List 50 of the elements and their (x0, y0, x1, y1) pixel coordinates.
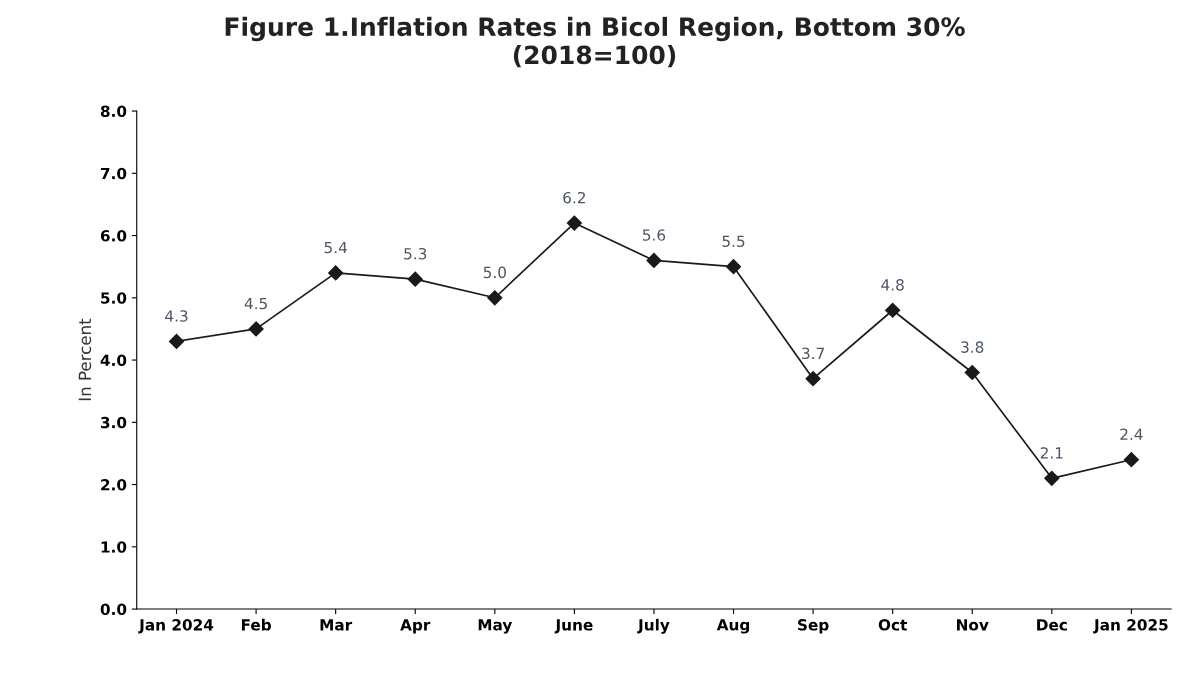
x-tick-label: Sep (798, 619, 829, 634)
point (487, 290, 503, 306)
point (168, 333, 185, 349)
y-tick-label: 3.0 (100, 416, 127, 429)
point (1044, 470, 1060, 486)
x-tick-label: Oct (878, 619, 907, 631)
data-label: 5.0 (483, 266, 506, 279)
point (328, 265, 344, 281)
x-tick-label: Nov (957, 619, 989, 631)
x-tick-label: Jan 2025 (1093, 619, 1168, 634)
x-tick-label: Feb (241, 618, 271, 631)
x-tick-label: June (554, 619, 593, 634)
y-axis-title: In Percent (78, 318, 92, 401)
data-label: 6.2 (563, 191, 585, 204)
y-tick-label: 5.0 (101, 292, 127, 304)
x-tick-label: Dec (1037, 619, 1067, 631)
x-tick-label: Aug (716, 619, 750, 634)
point (964, 364, 980, 381)
y-tick-label: 0.0 (100, 603, 127, 616)
data-label: 4.5 (244, 297, 267, 310)
y-tick-label: 8.0 (100, 105, 127, 118)
y-tick-label: 1.0 (101, 541, 127, 553)
x-tick-label: Jan 2024 (138, 619, 214, 634)
y-tick-label: 4.0 (100, 354, 127, 367)
point (407, 271, 423, 287)
data-label: 5.3 (404, 247, 427, 260)
x-tick-label: Mar (320, 619, 353, 631)
data-label: 3.8 (961, 341, 984, 353)
data-label: 5.6 (642, 229, 666, 241)
x-tick-label: May (478, 619, 513, 634)
y-tick-label: 6.0 (100, 230, 127, 242)
y-tick-label: 2.0 (101, 479, 127, 491)
data-label: 5.5 (722, 235, 745, 248)
point (248, 321, 264, 337)
x-tick-label: Apr (400, 619, 431, 634)
y-tick-label: 7.0 (100, 167, 127, 180)
data-label: 2.1 (1040, 447, 1063, 459)
point (1123, 452, 1139, 468)
point (646, 252, 662, 269)
point (885, 302, 901, 318)
data-label: 5.4 (324, 241, 347, 254)
x-tick-label: July (637, 618, 670, 634)
point (725, 259, 742, 275)
data-label: 3.7 (802, 347, 824, 360)
data-label: 4.8 (881, 279, 904, 291)
data-label: 4.3 (165, 310, 188, 322)
point (566, 215, 582, 231)
point (805, 371, 821, 387)
data-label: 2.4 (1120, 428, 1143, 440)
chart-title: Figure 1.Inflation Rates in Bicol Region, Bottom 30% (2018=100) (225, 16, 965, 68)
